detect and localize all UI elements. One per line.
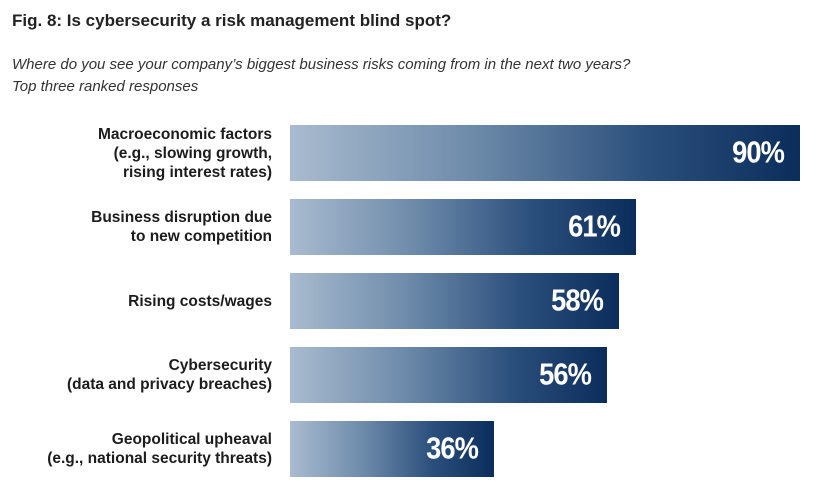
chart-subtitle: Where do you see your company’s biggest …	[12, 54, 802, 98]
bar: 56%	[290, 347, 608, 403]
value-label: 61%	[567, 208, 621, 244]
bar: 58%	[290, 273, 619, 329]
subtitle-line-question: Where do you see your company’s biggest …	[12, 56, 631, 73]
value-label: 56%	[539, 356, 592, 392]
category-label: Macroeconomic factors (e.g., slowing grow…	[0, 125, 272, 182]
category-label-line: (e.g., national security threats)	[47, 450, 272, 467]
category-label-line: (data and privacy breaches)	[66, 376, 272, 393]
category-label: Geopolitical upheaval (e.g., national sec…	[0, 430, 272, 468]
category-label-line: (e.g., slowing growth,	[113, 144, 272, 162]
category-label-line: rising interest rates)	[122, 163, 272, 181]
category-label: Business disruption due to new competitio…	[0, 208, 272, 246]
value-label: 36%	[426, 430, 479, 466]
category-label-line: Macroeconomic factors	[98, 125, 272, 143]
bar: 61%	[290, 199, 636, 255]
category-label-line: Rising costs/wages	[128, 292, 272, 310]
value-label: 90%	[732, 134, 785, 170]
value-label: 58%	[550, 282, 604, 318]
category-label: Cybersecurity (data and privacy breaches)	[0, 356, 272, 394]
category-label-line: Geopolitical upheaval	[111, 431, 272, 448]
category-label-line: Cybersecurity	[168, 357, 272, 374]
category-label-line: Business disruption due	[91, 209, 272, 226]
chart-title: Fig. 8: Is cybersecurity a risk manageme…	[12, 11, 452, 30]
bar: 90%	[290, 125, 800, 181]
subtitle-line-note: Top three ranked responses	[12, 78, 199, 95]
bar: 36%	[290, 421, 494, 477]
category-label-line: to new competition	[130, 228, 272, 245]
category-label: Rising costs/wages	[0, 292, 272, 311]
